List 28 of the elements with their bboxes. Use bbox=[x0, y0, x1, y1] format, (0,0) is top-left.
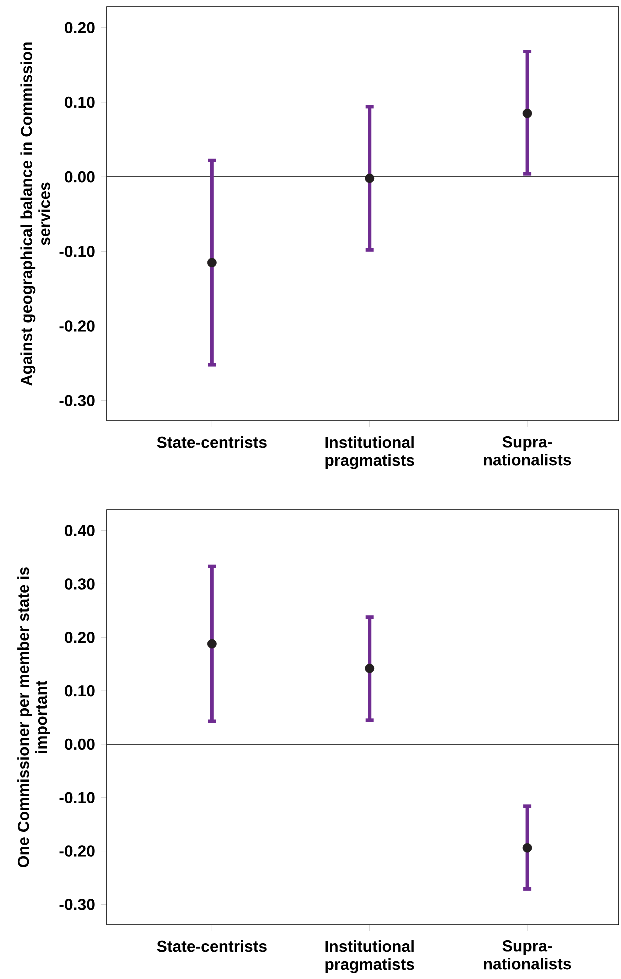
y-tick-label: -0.20 bbox=[60, 846, 95, 857]
x-tick-label: State-centrists bbox=[157, 940, 267, 952]
point bbox=[522, 108, 532, 118]
point bbox=[365, 174, 375, 184]
point bbox=[522, 843, 532, 853]
y-tick-label: -0.30 bbox=[60, 395, 95, 406]
y-tick-label: -0.10 bbox=[60, 792, 95, 804]
point bbox=[207, 639, 217, 649]
point bbox=[207, 258, 217, 268]
x-tick-label: State-centrists bbox=[157, 436, 267, 448]
x-tick-label: Institutional pragmatists bbox=[326, 436, 414, 470]
y-tick-label: 0.00 bbox=[65, 171, 95, 183]
y-tick-label: 0.40 bbox=[65, 525, 95, 536]
y-tick-label: -0.30 bbox=[60, 899, 95, 910]
y-tick-label: 0.20 bbox=[65, 632, 95, 644]
x-tick-label: Supra-nationalists bbox=[484, 436, 572, 466]
x-tick-label: Supra-nationalists bbox=[484, 940, 572, 970]
point bbox=[365, 664, 375, 674]
y-tick-label: -0.20 bbox=[60, 320, 95, 332]
y-tick-label: 0.20 bbox=[65, 22, 95, 34]
y-tick-label: -0.10 bbox=[60, 246, 95, 258]
y-axis-title: One Commissioner per member state is important bbox=[18, 568, 50, 868]
y-tick-label: 0.10 bbox=[65, 96, 95, 108]
y-tick-label: 0.00 bbox=[65, 738, 95, 750]
y-tick-label: 0.10 bbox=[65, 685, 95, 697]
x-tick-label: Institutional pragmatists bbox=[326, 940, 414, 974]
y-axis-title: Against geographical balance in Commission services bbox=[20, 42, 50, 386]
y-tick-label: 0.30 bbox=[65, 578, 95, 590]
